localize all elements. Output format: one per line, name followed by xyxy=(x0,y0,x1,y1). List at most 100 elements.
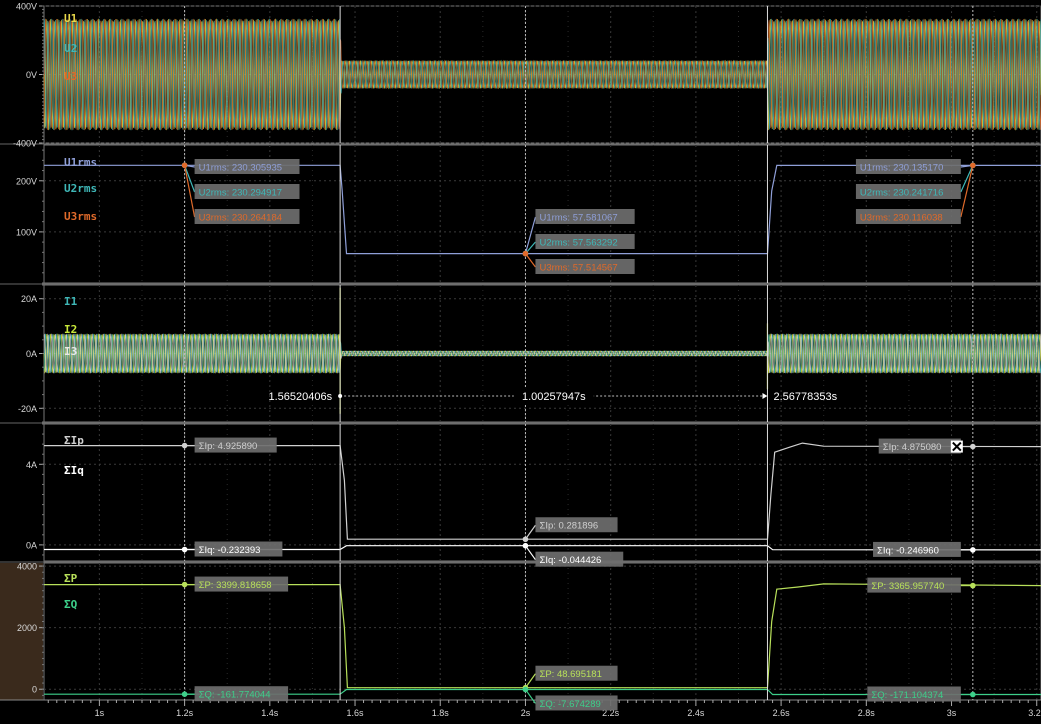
readout-point xyxy=(181,162,188,169)
readout-label: ΣIq: -0.232393 xyxy=(199,545,261,556)
y-tick-label: 200V xyxy=(16,176,37,186)
readout-label: U3rms: 57.514567 xyxy=(539,263,617,274)
x-tick-label: 2.4s xyxy=(687,708,705,718)
legend-U2: U2 xyxy=(64,42,77,55)
y-tick-label: -400V xyxy=(13,139,37,149)
readout-label-box xyxy=(855,209,961,224)
x-tick-label: 1.4s xyxy=(261,708,279,718)
readout-leader xyxy=(184,165,196,193)
readout-point xyxy=(522,542,529,549)
delta-start-dot xyxy=(338,394,343,398)
y-tick-label: 20A xyxy=(21,294,37,304)
readout-leader xyxy=(524,673,536,689)
readout-label-box xyxy=(867,577,961,593)
marker-mid-bg xyxy=(513,388,594,403)
readout-leader xyxy=(184,165,196,218)
legend-U2rms: U2rms xyxy=(64,182,97,195)
readout-point xyxy=(970,443,976,450)
readout-label: ΣIp: 4.875080 xyxy=(883,442,942,453)
readout-label: ΣQ: -171.104374 xyxy=(871,690,943,701)
readout-label: ΣQ: -7.674289 xyxy=(539,699,600,710)
voltage-wave-3 xyxy=(43,18,1041,131)
y-tick-label: 100V xyxy=(16,227,37,237)
readout-point xyxy=(522,250,529,257)
series-line-ΣP xyxy=(44,583,1041,689)
series-line-ΣIp xyxy=(44,442,1041,540)
y-tick-label: 0A xyxy=(26,349,37,359)
close-icon-glyph xyxy=(952,441,962,452)
readout-label-box xyxy=(873,541,961,557)
readout-point xyxy=(181,581,188,588)
y-tick-label: 2000 xyxy=(17,623,37,633)
legend-ΣIq: ΣIq xyxy=(64,464,84,477)
readout-point xyxy=(522,536,529,543)
readout-label-box xyxy=(194,576,289,592)
readout-label: U2rms: 57.563292 xyxy=(539,238,617,249)
x-tick-label: 2s xyxy=(521,708,531,718)
marker-delta-label: 1.00257947s xyxy=(522,391,586,403)
readout-label: ΣIq: -0.246960 xyxy=(877,545,939,556)
readout-label: U3rms: 230.264184 xyxy=(199,213,282,224)
readout-label: U1rms: 57.581067 xyxy=(539,213,617,224)
x-tick-label: 1.2s xyxy=(176,708,194,718)
y-tick-label: -20A xyxy=(18,404,37,414)
legend-ΣP: ΣP xyxy=(64,572,78,585)
readout-label: ΣP: 48.695181 xyxy=(539,669,601,680)
current-wave-3 xyxy=(43,333,1041,374)
x-tick-label: 2.2s xyxy=(602,708,620,718)
legend-U3: U3 xyxy=(64,70,77,83)
x-tick-label: 2.8s xyxy=(858,708,876,718)
readout-label-box xyxy=(535,259,635,274)
readout-label-box xyxy=(194,184,300,199)
y-tick-label: 400V xyxy=(16,2,37,12)
readout-label: ΣQ: -161.774044 xyxy=(199,690,271,701)
readout-point xyxy=(970,582,976,589)
legend-I2: I2 xyxy=(64,323,77,336)
readout-label-box xyxy=(194,541,283,557)
x-tick-label: 1.6s xyxy=(347,708,365,718)
y-tick-label: 0V xyxy=(26,70,37,80)
readout-label-box xyxy=(194,209,300,224)
legend-I1: I1 xyxy=(64,295,78,308)
x-tick-label: 1s xyxy=(95,708,105,718)
readout-label: U3rms: 230.116038 xyxy=(860,213,943,224)
legend-U3rms: U3rms xyxy=(64,210,97,223)
readout-point xyxy=(181,442,188,449)
readout-label-box xyxy=(855,184,961,199)
axis-highlight-power xyxy=(0,563,43,700)
readout-label: ΣP: 3365.957740 xyxy=(871,581,944,592)
legend-I3: I3 xyxy=(64,345,77,358)
readout-point xyxy=(522,686,529,693)
voltage-wave-2 xyxy=(43,18,1041,131)
readout-point xyxy=(970,162,976,169)
y-tick-label: 0A xyxy=(26,540,37,550)
series-line-ΣQ xyxy=(44,688,1041,696)
marker-end-label: 2.56778353s xyxy=(773,391,837,403)
legend-ΣQ: ΣQ xyxy=(64,598,78,611)
readout-label-box xyxy=(535,695,618,711)
marker-start-label: 1.56520406s xyxy=(268,391,332,403)
x-tick-label: 1.8s xyxy=(432,708,450,718)
legend-U1: U1 xyxy=(64,12,78,25)
delta-end-arrow xyxy=(762,393,768,399)
readout-label-box xyxy=(855,159,961,174)
panel-frame xyxy=(43,144,1041,284)
readout-leader xyxy=(524,545,536,561)
x-tick-label: 3.2s xyxy=(1028,708,1041,718)
readout-label-box xyxy=(194,437,277,453)
readout-label-box xyxy=(878,438,961,454)
x-tick-label: 3s xyxy=(947,708,957,718)
readout-label: ΣIp: 4.925890 xyxy=(199,441,258,452)
readout-leader xyxy=(960,165,974,218)
readout-label: ΣIq: -0.044426 xyxy=(539,555,601,566)
readout-label: U2rms: 230.241716 xyxy=(860,188,943,199)
readout-label-box xyxy=(535,209,635,224)
x-tick-label: 2.6s xyxy=(773,708,791,718)
readout-label-box xyxy=(194,159,300,174)
legend-U1rms: U1rms xyxy=(64,156,97,169)
current-wave-2 xyxy=(43,333,1041,374)
readout-leader xyxy=(960,165,974,193)
series-line-ΣIq xyxy=(44,545,1041,551)
readout-label-box xyxy=(535,665,618,681)
readout-point xyxy=(970,691,976,698)
